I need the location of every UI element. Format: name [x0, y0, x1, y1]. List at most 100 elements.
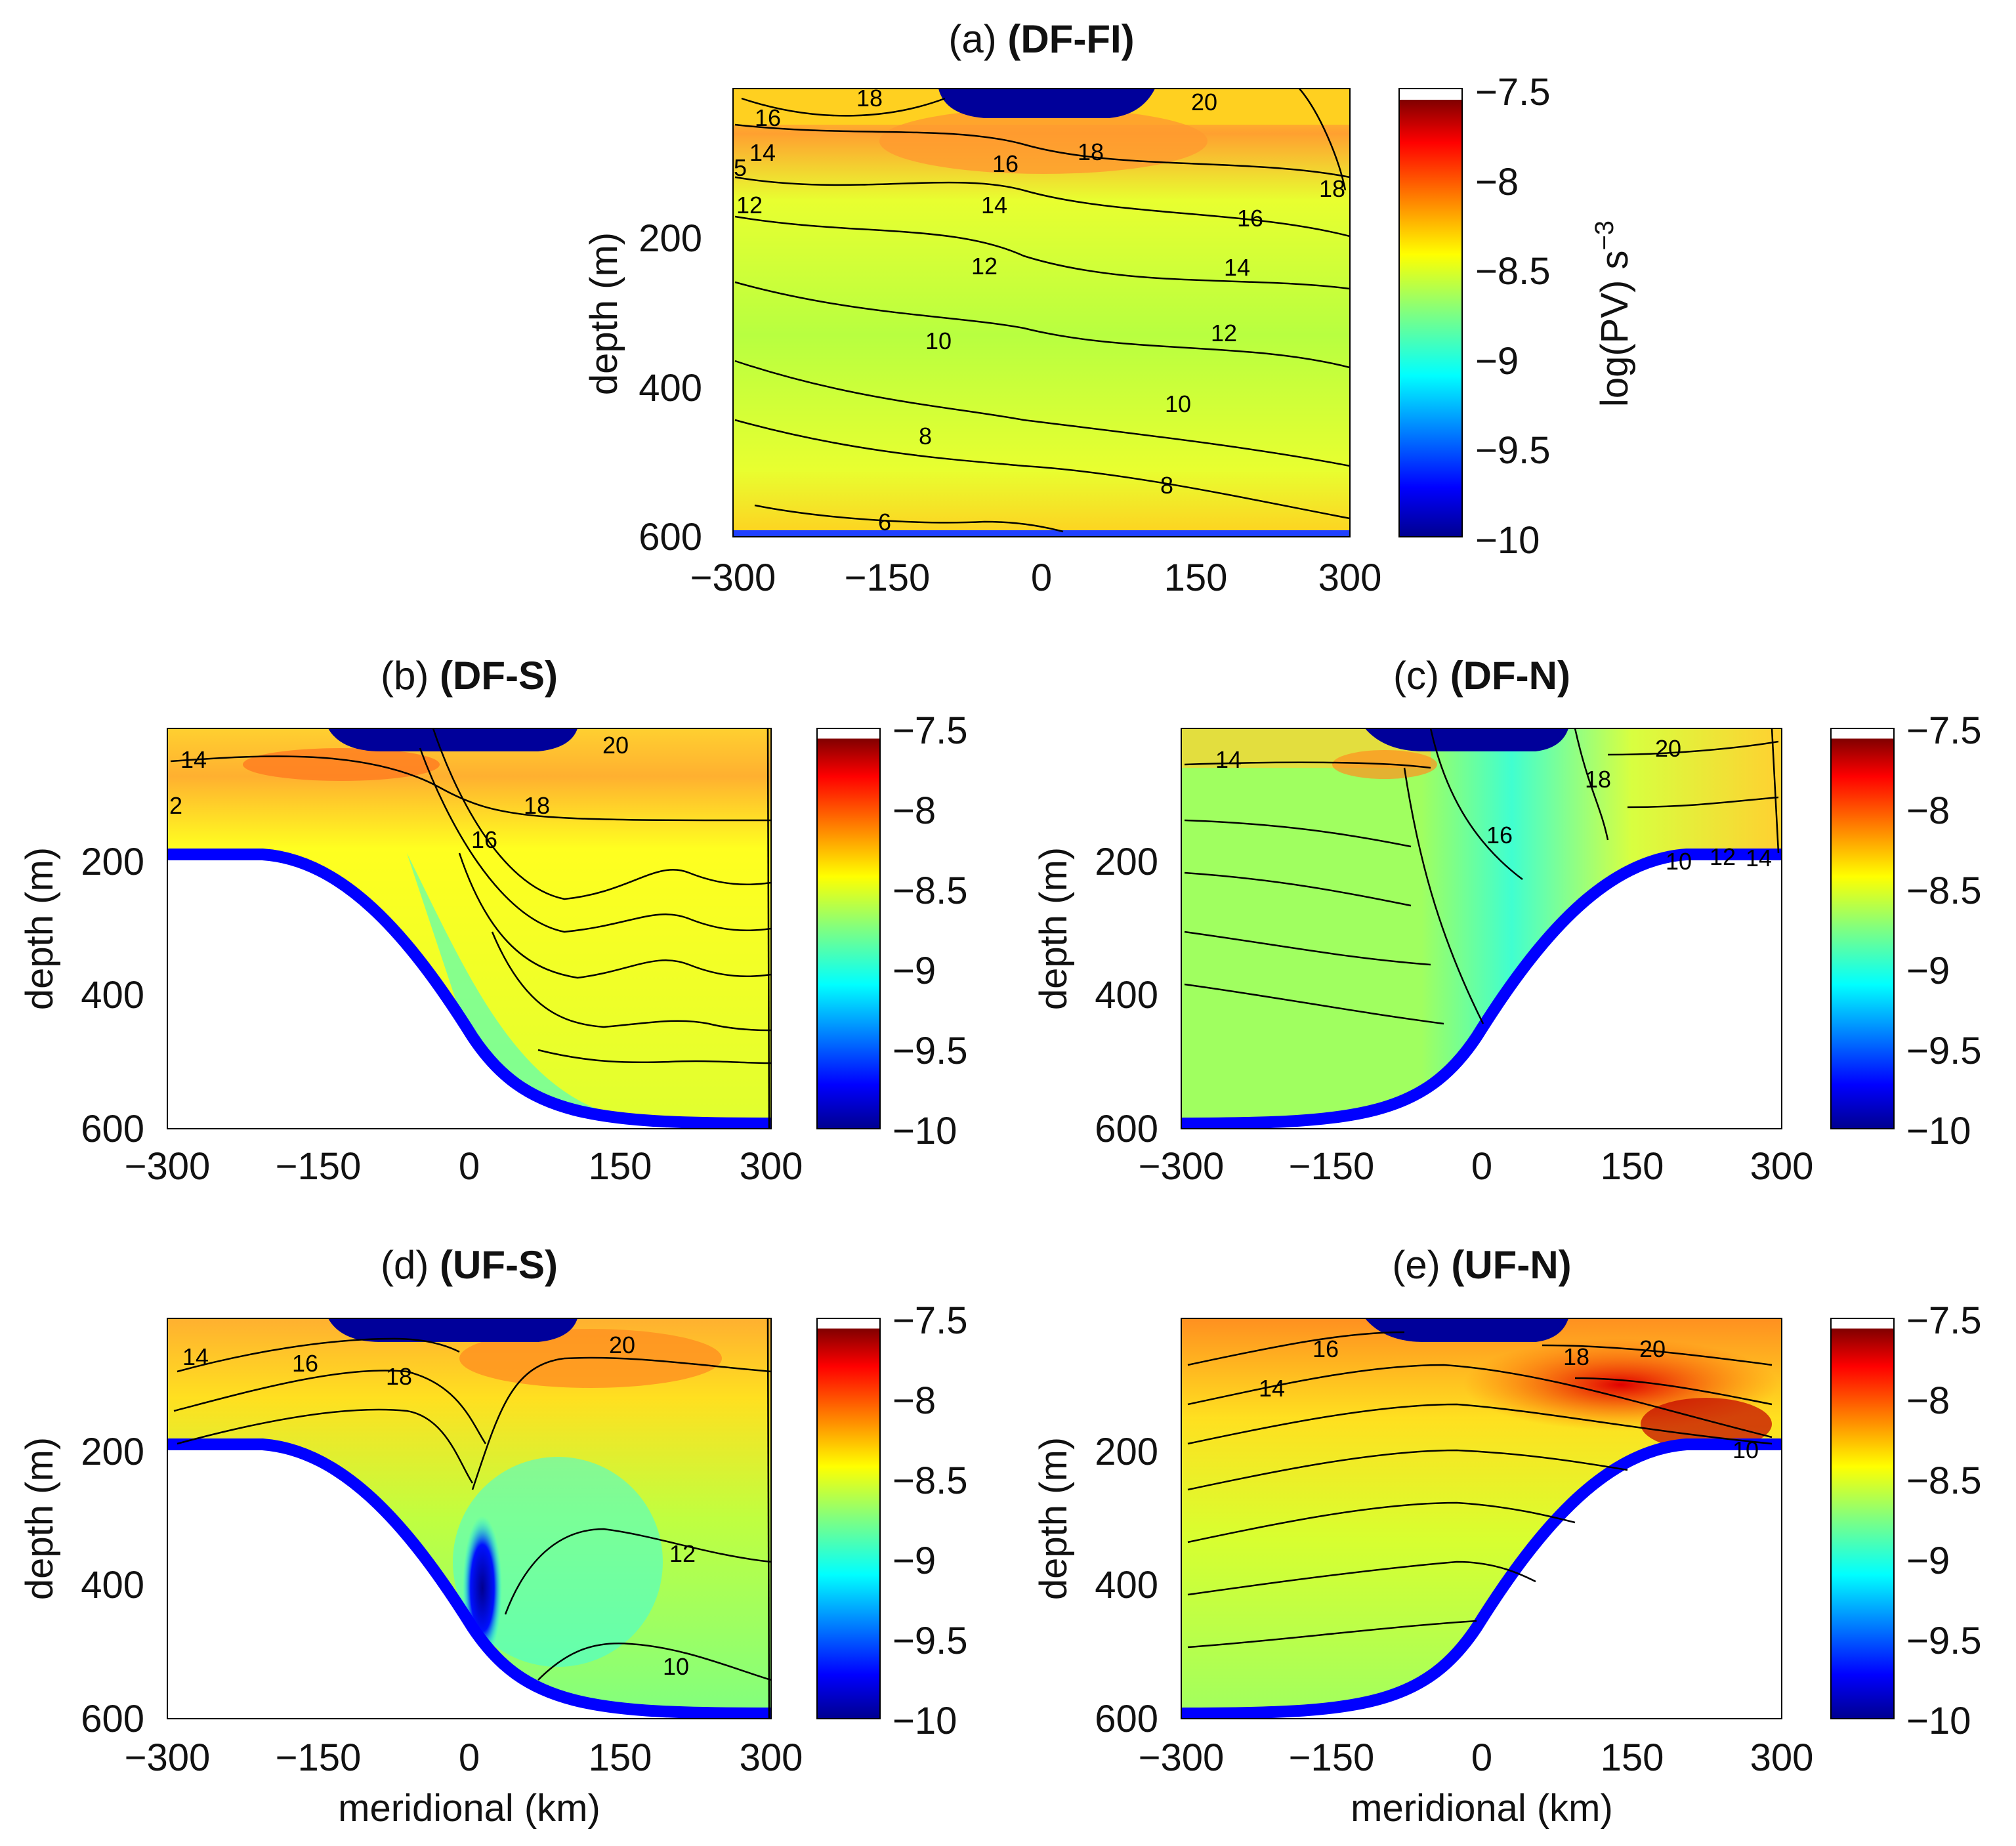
panel-a-axes-box [732, 88, 1351, 537]
svg-text:−8.5: −8.5 [1906, 870, 1982, 912]
svg-text:−9.5: −9.5 [892, 1620, 968, 1662]
panel-e-contours [1187, 1331, 1773, 1648]
svg-text:300: 300 [1750, 1736, 1814, 1779]
panel-c-y-ticks: 200 400 600 [1095, 841, 1158, 1150]
svg-text:2: 2 [169, 792, 182, 819]
svg-text:20: 20 [1655, 735, 1681, 762]
svg-text:−300: −300 [690, 556, 776, 599]
panel-b: 14 2 20 16 18 −300 −150 0 150 300 200 40… [18, 654, 968, 1188]
svg-text:−8.5: −8.5 [892, 870, 968, 912]
panel-e-y-ticks: 200 400 600 [1095, 1431, 1158, 1740]
svg-text:10: 10 [925, 327, 952, 354]
svg-text:18: 18 [856, 85, 883, 112]
panel-c: 14 20 18 16 10 12 14 −300 −150 0 150 300… [1032, 654, 1982, 1188]
panel-c-title: (c) (DF-N) [1393, 654, 1570, 698]
svg-text:400: 400 [81, 974, 144, 1017]
svg-text:10: 10 [1732, 1437, 1759, 1463]
panel-c-axes-box [1181, 728, 1782, 1129]
panel-a-colorbar-label: log(PV) s−3 [1590, 220, 1636, 407]
svg-text:16: 16 [471, 826, 497, 853]
svg-text:14: 14 [749, 139, 776, 166]
panel-e-field: 16 14 18 20 10 [1181, 1318, 1782, 1719]
svg-text:12: 12 [971, 253, 998, 280]
panel-d-field: 14 16 18 20 12 10 [167, 1318, 771, 1719]
panel-b-axes-box [167, 728, 772, 1129]
svg-text:−9.5: −9.5 [1906, 1030, 1982, 1072]
svg-text:−9.5: −9.5 [892, 1030, 968, 1072]
svg-text:18: 18 [386, 1363, 412, 1390]
panel-b-contour-labels: 14 2 20 16 18 [169, 732, 629, 853]
panel-a: 18 20 16 14 5 12 16 18 14 16 18 12 14 10… [583, 17, 1636, 599]
panel-d-contour-labels: 14 16 18 20 12 10 [182, 1332, 696, 1680]
svg-text:16: 16 [1486, 822, 1513, 849]
svg-text:300: 300 [1318, 556, 1382, 599]
svg-text:14: 14 [1259, 1375, 1285, 1402]
svg-text:−150: −150 [845, 556, 931, 599]
panel-e-xlabel: meridional (km) [1351, 1787, 1613, 1830]
panel-a-field: 18 20 16 14 5 12 16 18 14 16 18 12 14 10… [733, 85, 1350, 537]
panel-a-colorbar: −7.5 −8 −8.5 −9 −9.5 −10 log(PV) s−3 [1398, 71, 1636, 562]
panel-e-ylabel: depth (m) [1032, 1437, 1075, 1600]
svg-text:200: 200 [639, 217, 702, 260]
panel-d-y-ticks: 200 400 600 [81, 1431, 144, 1740]
svg-text:300: 300 [740, 1145, 803, 1188]
svg-text:−10: −10 [1906, 1110, 1971, 1152]
svg-text:12: 12 [1211, 320, 1237, 346]
svg-text:14: 14 [1215, 746, 1242, 773]
svg-text:−9: −9 [1906, 950, 1950, 992]
svg-text:16: 16 [1237, 205, 1263, 232]
panel-d-axes-box [167, 1318, 772, 1719]
svg-text:18: 18 [1078, 138, 1104, 165]
svg-text:10: 10 [1165, 390, 1191, 417]
svg-text:−7.5: −7.5 [892, 709, 968, 752]
svg-text:−150: −150 [1289, 1145, 1375, 1188]
svg-text:−8: −8 [1906, 789, 1950, 832]
svg-text:−9: −9 [892, 950, 936, 992]
svg-text:−9.5: −9.5 [1906, 1620, 1982, 1662]
svg-text:8: 8 [919, 423, 932, 450]
svg-text:−9: −9 [892, 1540, 936, 1582]
svg-text:−7.5: −7.5 [892, 1299, 968, 1342]
svg-text:12: 12 [1710, 843, 1736, 870]
svg-text:16: 16 [992, 150, 1018, 177]
panel-d-title: (d) (UF-S) [381, 1243, 558, 1287]
svg-text:−8.5: −8.5 [892, 1459, 968, 1502]
svg-text:200: 200 [81, 1431, 144, 1473]
svg-text:−8.5: −8.5 [1906, 1459, 1982, 1502]
svg-text:400: 400 [1095, 974, 1158, 1017]
svg-text:−300: −300 [1139, 1145, 1225, 1188]
panel-e-title: (e) (UF-N) [1392, 1243, 1571, 1287]
panel-b-title: (b) (DF-S) [381, 654, 558, 698]
svg-text:−150: −150 [1289, 1736, 1375, 1779]
panel-a-contours [734, 89, 1350, 533]
svg-text:200: 200 [1095, 841, 1158, 883]
svg-text:14: 14 [981, 192, 1007, 219]
panel-d-colorbar: −7.5 −8 −8.5 −9 −9.5 −10 [816, 1299, 968, 1742]
svg-text:400: 400 [81, 1564, 144, 1606]
svg-text:−300: −300 [1139, 1736, 1225, 1779]
svg-text:−10: −10 [892, 1700, 957, 1742]
panel-c-x-ticks: −300 −150 0 150 300 [1139, 1145, 1814, 1188]
svg-text:18: 18 [524, 792, 550, 819]
svg-text:150: 150 [1601, 1736, 1664, 1779]
svg-text:150: 150 [1164, 556, 1228, 599]
svg-text:150: 150 [589, 1145, 652, 1188]
svg-text:−300: −300 [125, 1145, 211, 1188]
svg-text:12: 12 [669, 1540, 696, 1567]
svg-text:−300: −300 [125, 1736, 211, 1779]
panel-b-y-ticks: 200 400 600 [81, 841, 144, 1150]
svg-text:−150: −150 [276, 1145, 362, 1188]
panel-e: 16 14 18 20 10 −300 −150 0 150 300 200 4… [1032, 1243, 1982, 1830]
svg-text:10: 10 [663, 1653, 689, 1680]
svg-text:20: 20 [1639, 1335, 1666, 1362]
svg-text:600: 600 [1095, 1108, 1158, 1150]
svg-text:−7.5: −7.5 [1906, 709, 1982, 752]
svg-text:−8: −8 [1906, 1379, 1950, 1422]
svg-text:−8: −8 [1475, 161, 1519, 203]
panel-b-contours [170, 728, 771, 1129]
svg-text:−9: −9 [1475, 340, 1519, 383]
svg-text:16: 16 [755, 104, 781, 131]
svg-text:14: 14 [182, 1343, 209, 1370]
panel-c-field: 14 20 18 16 10 12 14 [1181, 728, 1782, 1129]
